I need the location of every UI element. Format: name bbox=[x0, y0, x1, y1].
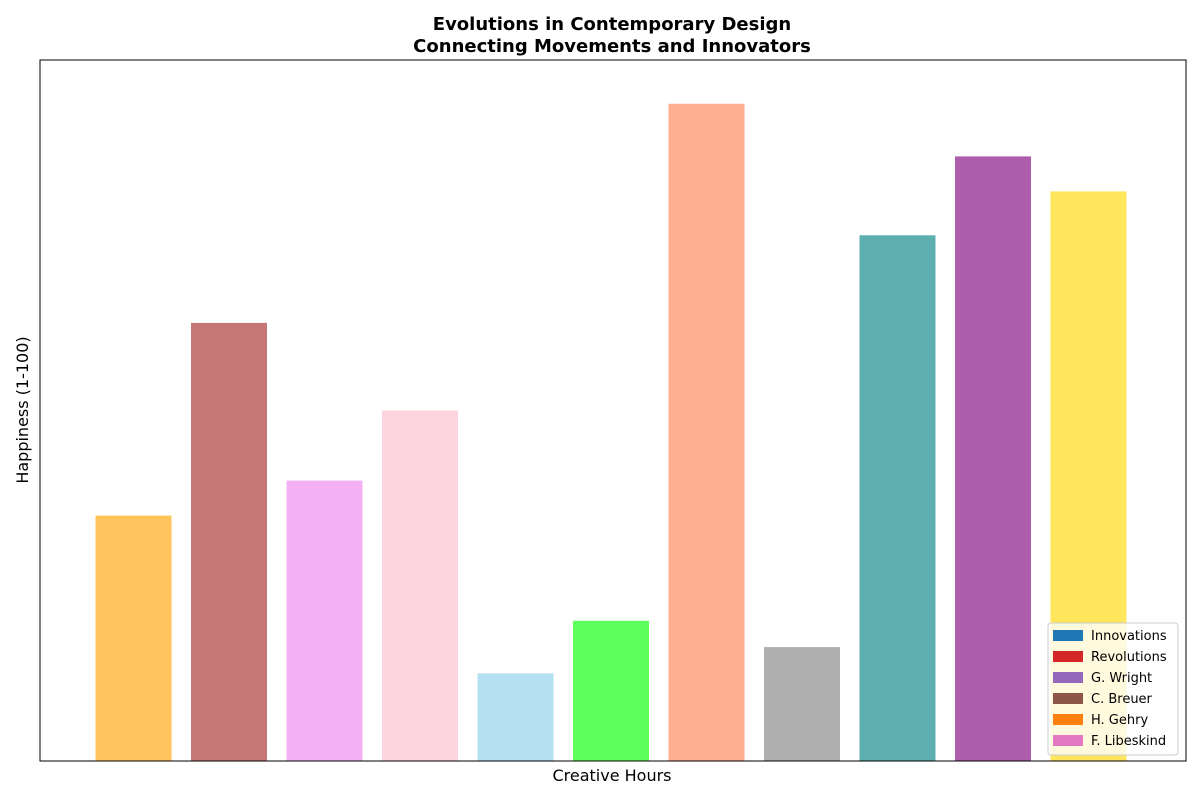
legend-swatch-1 bbox=[1053, 630, 1083, 641]
legend-label-5: H. Gehry bbox=[1091, 713, 1148, 728]
legend-swatch-3 bbox=[1053, 672, 1083, 683]
legend: Innovations Revolutions G. Wright C. Breuer… bbox=[1047, 622, 1179, 756]
x-axis-label: Creative Hours bbox=[552, 766, 671, 785]
legend-swatch-6 bbox=[1053, 735, 1083, 746]
bar-7 bbox=[668, 103, 745, 762]
legend-label-4: C. Breuer bbox=[1091, 692, 1153, 707]
bar-6 bbox=[573, 620, 649, 761]
legend-label-2: Revolutions bbox=[1091, 650, 1167, 665]
bar-10 bbox=[955, 156, 1031, 761]
legend-label-3: G. Wright bbox=[1091, 671, 1152, 686]
bar-5 bbox=[477, 673, 554, 761]
chart-subtitle: Connecting Movements and Innovators bbox=[413, 36, 811, 57]
bar-2 bbox=[191, 322, 267, 761]
bar-3 bbox=[286, 480, 363, 761]
legend-swatch-4 bbox=[1053, 693, 1083, 704]
legend-label-6: F. Libeskind bbox=[1091, 734, 1166, 749]
bar-4 bbox=[382, 410, 458, 761]
bars bbox=[95, 103, 1127, 762]
bar-9 bbox=[859, 235, 936, 762]
plot-frame bbox=[39, 59, 1187, 762]
legend-swatch-5 bbox=[1053, 714, 1083, 725]
legend-label-1: Innovations bbox=[1091, 629, 1167, 644]
bar-1 bbox=[95, 515, 172, 761]
legend-swatch-2 bbox=[1053, 651, 1083, 662]
chart-title: Evolutions in Contemporary Design bbox=[433, 14, 791, 35]
y-axis-label: Happiness (1-100) bbox=[13, 336, 32, 483]
bar-8 bbox=[764, 647, 840, 761]
